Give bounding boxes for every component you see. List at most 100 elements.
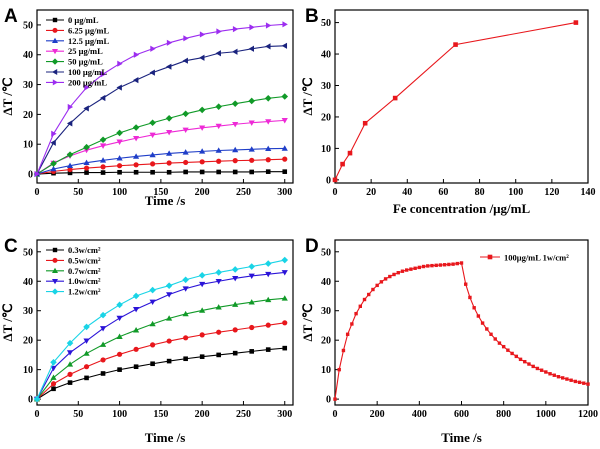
panel-d-data-point: [396, 271, 400, 275]
panel-c-legend-label: 0.3w/cm²: [68, 245, 101, 255]
panel-a-legend-label: 12.5 μg/mL: [68, 36, 110, 46]
panel-b-letter: B: [305, 6, 319, 27]
panel-c-legend-marker: [52, 247, 58, 253]
panel-d-data-point: [434, 263, 438, 268]
panel-a-data-point: [216, 169, 221, 175]
panel-c-data-point: [281, 270, 288, 276]
panel-a-data-point: [265, 169, 271, 174]
panel-b-y-axis-title: ΔT /℃: [300, 77, 315, 115]
panel-a-data-point: [215, 50, 221, 57]
panel-c-x-tick-label: 300: [277, 409, 292, 420]
panel-b-data-point: [332, 177, 338, 183]
panel-a-data-point: [84, 84, 90, 91]
panel-a-data-point: [215, 103, 222, 110]
panel-a-data-point: [99, 94, 106, 102]
panel-d-data-point: [497, 341, 502, 345]
panel-b-data-point: [340, 161, 345, 167]
panel-c-data-point: [182, 310, 189, 317]
panel-c-legend-label: 1.0w/cm²: [68, 276, 101, 286]
panel-a-data-point: [232, 169, 238, 175]
panel-b-y-tick-label: 10: [321, 144, 331, 155]
panel-c-data-point: [199, 354, 205, 359]
panel-d-y-tick-label: 30: [321, 306, 331, 317]
panel-d-legend-label: 100μg/mL 1w/cm²: [504, 253, 569, 263]
panel-a-data-point: [215, 147, 222, 153]
panel-a-data-point: [150, 45, 156, 52]
panel-d-data-point: [447, 262, 451, 267]
panel-a-data-point: [66, 120, 73, 127]
panel-c-x-tick-label: 200: [195, 409, 210, 420]
panel-d-data-point: [506, 348, 510, 352]
panel-a-data-point: [149, 119, 156, 127]
panel-c-data-point: [133, 364, 139, 369]
panel-c-data-point: [265, 271, 272, 278]
panel-c-data-point: [165, 282, 173, 289]
panel-c-data-point: [133, 346, 139, 352]
panel-a-data-point: [183, 169, 188, 175]
panel-c-letter: C: [4, 236, 18, 257]
panel-c-data-point: [83, 364, 90, 370]
panel-b-data-point: [453, 42, 458, 47]
panel-a-data-point: [132, 153, 140, 159]
panel-c-data-point: [249, 324, 255, 331]
panel-d-data-point: [573, 379, 578, 384]
panel-d-data-point: [476, 314, 481, 318]
panel-c-data-point: [83, 338, 90, 344]
panel-d-data-point: [455, 261, 459, 266]
panel-a-data-point: [281, 93, 289, 100]
panel-a-data-point: [116, 139, 123, 145]
panel-a-data-point: [182, 110, 189, 118]
panel-d-data-point: [565, 377, 569, 381]
panel-c-legend-label: 1.2w/cm²: [68, 287, 101, 297]
panel-d-data-point: [404, 268, 409, 272]
panel-a-data-point: [99, 136, 107, 144]
panel-a-data-point: [199, 125, 206, 131]
panel-a-data-point: [83, 147, 90, 154]
panel-a-data-point: [132, 124, 140, 131]
panel-a-data-point: [249, 169, 255, 175]
panel-a-x-tick-label: 150: [153, 187, 168, 198]
panel-d-data-point: [531, 364, 535, 369]
panel-a-data-point: [248, 97, 256, 105]
panel-a-legend-marker: [52, 79, 58, 86]
panel-b-x-tick-label: 120: [544, 187, 559, 198]
panel-a-data-point: [199, 31, 206, 38]
panel-c-data-point: [248, 273, 255, 280]
panel-a-data-point: [149, 132, 156, 139]
panel-d-data-point: [409, 267, 413, 271]
panel-a-data-point: [249, 157, 255, 163]
panel-d-data-point: [350, 322, 354, 326]
panel-a-data-point: [182, 57, 188, 64]
panel-d-data-point: [417, 265, 422, 270]
panel-a-data-point: [67, 103, 74, 111]
panel-c-data-point: [132, 306, 140, 313]
panel-a-data-point: [265, 157, 271, 163]
panel-b-x-tick-label: 0: [333, 187, 338, 198]
panel-c-data-point: [249, 349, 255, 354]
panel-d-data-point: [582, 381, 586, 385]
panel-c-data-point: [232, 350, 238, 356]
panel-c-data-point: [215, 269, 222, 276]
panel-a-data-point: [199, 148, 206, 154]
panel-c-data-point: [182, 276, 189, 284]
panel-a-legend-marker: [52, 69, 58, 75]
panel-d-y-tick-label: 0: [326, 395, 331, 406]
panel-d-data-point: [552, 373, 556, 377]
panel-c-y-tick-label: 30: [23, 306, 33, 317]
panel-c-data-point: [66, 350, 74, 356]
panel-a-x-tick-label: 300: [277, 187, 292, 198]
panel-d-data-point: [561, 376, 565, 380]
panel-a-data-point: [281, 145, 288, 151]
panel-a-data-point: [199, 159, 205, 165]
panel-d-data-point: [586, 382, 590, 386]
panel-d-data-point: [489, 332, 493, 336]
panel-a-data-point: [132, 76, 139, 84]
panel-d-data-point: [345, 332, 350, 336]
panel-a-x-tick-label: 50: [73, 187, 83, 198]
panel-d-data-point: [379, 280, 384, 284]
panel-b-data-point: [362, 120, 368, 126]
panel-d-data-point: [527, 362, 531, 366]
panel-b-y-tick-label: 0: [326, 175, 331, 186]
panel-a-data-point: [166, 39, 173, 46]
panel-c-data-point: [66, 339, 74, 347]
